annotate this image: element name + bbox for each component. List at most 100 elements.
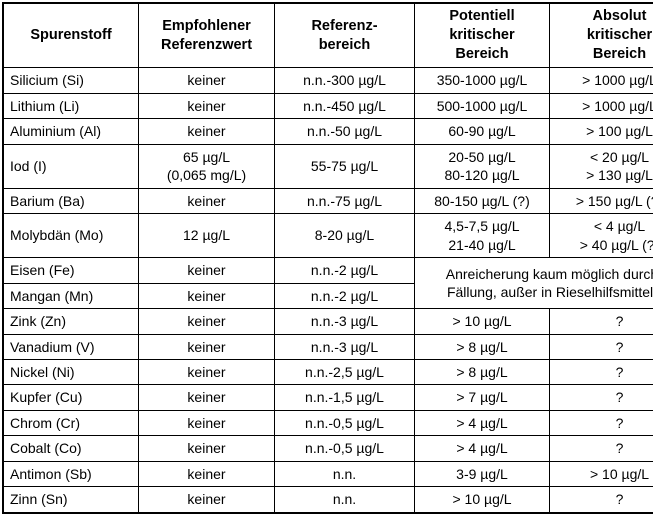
- table-row: Aluminium (Al) keiner n.n.-50 µg/L 60-90 µg…: [2, 118, 653, 145]
- table-row: Mangan (Mn) keiner n.n.-2 µg/L: [2, 282, 653, 310]
- value-cell: 65 µg/L (0,065 mg/L): [138, 143, 275, 189]
- value-cell: n.n.-0,5 µg/L: [274, 409, 415, 437]
- value-cell: > 4 µg/L: [414, 409, 550, 437]
- table-row: Silicium (Si) keiner n.n.-300 µg/L 350-1000…: [2, 67, 653, 94]
- value-cell: > 8 µg/L: [414, 358, 550, 386]
- value-cell: n.n.-3 µg/L: [274, 333, 415, 361]
- value-cell: ?: [549, 486, 653, 514]
- value-cell: keiner: [138, 358, 275, 386]
- value-cell: keiner: [138, 333, 275, 361]
- value-cell: n.n.-2 µg/L: [274, 257, 415, 284]
- element-name-cell: Zink (Zn): [2, 308, 139, 335]
- value-cell: n.n.-450 µg/L: [274, 92, 415, 120]
- value-cell: ?: [549, 358, 653, 386]
- value-cell: > 4 µg/L: [414, 435, 550, 462]
- value-cell: n.n.-75 µg/L: [274, 187, 415, 215]
- table-row: Cobalt (Co) keiner n.n.-0,5 µg/L > 4 µg/L?: [2, 435, 653, 462]
- value-cell: n.n.-2,5 µg/L: [274, 358, 415, 386]
- note-cell: Anreicherung kaum möglich durch Fällung, …: [414, 257, 653, 310]
- value-cell: > 1000 µg/L: [549, 67, 653, 94]
- value-cell: 20-50 µg/L 80-120 µg/L: [414, 143, 550, 189]
- table-row: Lithium (Li) keiner n.n.-450 µg/L 500-1000 …: [2, 92, 653, 120]
- table-row: Zink (Zn) keiner n.n.-3 µg/L > 10 µg/L?: [2, 308, 653, 335]
- value-cell: keiner: [138, 409, 275, 437]
- table-row: Nickel (Ni) keiner n.n.-2,5 µg/L > 8 µg/L?: [2, 358, 653, 386]
- header-row: Spurenstoff Empfohlener Referenzwert Refere…: [2, 2, 653, 69]
- table-row: Vanadium (V) keiner n.n.-3 µg/L > 8 µg/L?: [2, 333, 653, 361]
- column-header-potentiell-kritischer-bereich: Potentiell kritischer Bereich: [414, 2, 550, 69]
- value-cell: ?: [549, 384, 653, 411]
- value-cell: n.n.-0,5 µg/L: [274, 435, 415, 462]
- value-cell: n.n.: [274, 486, 415, 514]
- value-cell: > 10 µg/L: [414, 308, 550, 335]
- table-row: Eisen (Fe) keiner n.n.-2 µg/L Anreicherung …: [2, 257, 653, 310]
- table-row: Iod (I) 65 µg/L (0,065 mg/L) 55-75 µg/L 20-5…: [2, 143, 653, 189]
- column-header-empfohlener-referenzwert: Empfohlener Referenzwert: [138, 2, 275, 69]
- table-row: Zinn (Sn) keiner n.n. > 10 µg/L?: [2, 486, 653, 514]
- value-cell: ?: [549, 435, 653, 462]
- column-header-referenzbereich: Referenz-bereich: [274, 2, 415, 69]
- value-cell: n.n.-1,5 µg/L: [274, 384, 415, 411]
- value-cell: n.n.: [274, 460, 415, 488]
- value-cell: keiner: [138, 282, 275, 310]
- value-cell: 350-1000 µg/L: [414, 67, 550, 94]
- element-name-cell: Molybdän (Mo): [2, 213, 139, 259]
- value-cell: 500-1000 µg/L: [414, 92, 550, 120]
- value-cell: > 10 µg/L: [549, 460, 653, 488]
- value-cell: > 10 µg/L: [414, 486, 550, 514]
- value-cell: ?: [549, 333, 653, 361]
- element-name-cell: Aluminium (Al): [2, 118, 139, 145]
- value-cell: > 150 µg/L (?): [549, 187, 653, 215]
- value-cell: keiner: [138, 67, 275, 94]
- element-name-cell: Cobalt (Co): [2, 435, 139, 462]
- value-cell: n.n.-2 µg/L: [274, 282, 415, 310]
- value-cell: keiner: [138, 435, 275, 462]
- column-header-spurenstoff: Spurenstoff: [2, 2, 139, 69]
- value-cell: keiner: [138, 92, 275, 120]
- value-cell: n.n.-50 µg/L: [274, 118, 415, 145]
- table-header: Spurenstoff Empfohlener Referenzwert Refere…: [2, 2, 653, 69]
- element-name-cell: Iod (I): [2, 143, 139, 189]
- value-cell: 4,5-7,5 µg/L 21-40 µg/L: [414, 213, 550, 259]
- element-name-cell: Lithium (Li): [2, 92, 139, 120]
- column-header-absolut-kritischer-bereich: Absolut kritischer Bereich: [549, 2, 653, 69]
- value-cell: n.n.-3 µg/L: [274, 308, 415, 335]
- value-cell: 80-150 µg/L (?): [414, 187, 550, 215]
- element-name-cell: Chrom (Cr): [2, 409, 139, 437]
- table-body: Silicium (Si) keiner n.n.-300 µg/L 350-1000…: [2, 67, 653, 514]
- value-cell: ?: [549, 409, 653, 437]
- value-cell: keiner: [138, 384, 275, 411]
- value-cell: keiner: [138, 460, 275, 488]
- element-name-cell: Nickel (Ni): [2, 358, 139, 386]
- value-cell: > 100 µg/L: [549, 118, 653, 145]
- element-name-cell: Zinn (Sn): [2, 486, 139, 514]
- table-row: Antimon (Sb) keiner n.n. 3-9 µg/L > 10 µg/L: [2, 460, 653, 488]
- value-cell: < 20 µg/L > 130 µg/L: [549, 143, 653, 189]
- trace-elements-table: Spurenstoff Empfohlener Referenzwert Refere…: [2, 2, 653, 514]
- element-name-cell: Mangan (Mn): [2, 282, 139, 310]
- table-row: Barium (Ba) keiner n.n.-75 µg/L 80-150 µg/L…: [2, 187, 653, 215]
- element-name-cell: Kupfer (Cu): [2, 384, 139, 411]
- value-cell: < 4 µg/L > 40 µg/L (?): [549, 213, 653, 259]
- value-cell: keiner: [138, 486, 275, 514]
- element-name-cell: Antimon (Sb): [2, 460, 139, 488]
- value-cell: > 8 µg/L: [414, 333, 550, 361]
- value-cell: keiner: [138, 187, 275, 215]
- value-cell: 55-75 µg/L: [274, 143, 415, 189]
- element-name-cell: Eisen (Fe): [2, 257, 139, 284]
- value-cell: 12 µg/L: [138, 213, 275, 259]
- value-cell: 60-90 µg/L: [414, 118, 550, 145]
- value-cell: 3-9 µg/L: [414, 460, 550, 488]
- value-cell: keiner: [138, 308, 275, 335]
- element-name-cell: Silicium (Si): [2, 67, 139, 94]
- value-cell: > 1000 µg/L: [549, 92, 653, 120]
- value-cell: keiner: [138, 257, 275, 284]
- table-row: Kupfer (Cu) keiner n.n.-1,5 µg/L > 7 µg/L?: [2, 384, 653, 411]
- table-row: Molybdän (Mo) 12 µg/L 8-20 µg/L 4,5-7,5 µg/…: [2, 213, 653, 259]
- value-cell: ?: [549, 308, 653, 335]
- element-name-cell: Vanadium (V): [2, 333, 139, 361]
- value-cell: > 7 µg/L: [414, 384, 550, 411]
- table-row: Chrom (Cr) keiner n.n.-0,5 µg/L > 4 µg/L?: [2, 409, 653, 437]
- value-cell: keiner: [138, 118, 275, 145]
